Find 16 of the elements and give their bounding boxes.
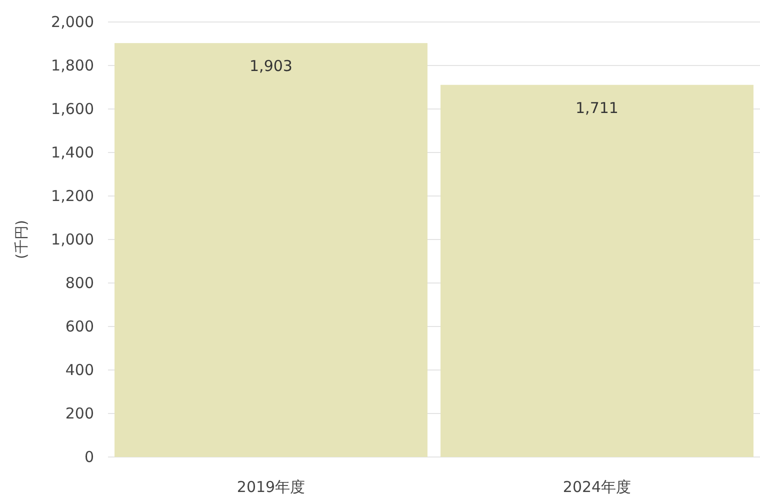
y-tick-label: 1,600 [51, 100, 94, 118]
y-tick-label: 400 [65, 361, 94, 379]
x-tick-label: 2019年度 [236, 478, 306, 496]
y-tick-label: 1,400 [51, 144, 94, 162]
y-tick-label: 600 [65, 318, 94, 336]
y-tick-label: 1,000 [51, 230, 94, 248]
x-tick-label: 2024年度 [562, 478, 632, 496]
y-tick-label: 800 [65, 274, 94, 292]
data-label: 1,711 [576, 98, 618, 117]
y-tick-label: 1,800 [51, 56, 94, 74]
y-tick-label: 1,200 [51, 187, 94, 205]
y-tick-label: 0 [84, 448, 94, 466]
y-axis-title: (千円) [14, 220, 30, 259]
data-label: 1,903 [250, 57, 292, 76]
y-tick-label: 2,000 [51, 13, 94, 31]
y-tick-label: 200 [65, 404, 94, 422]
